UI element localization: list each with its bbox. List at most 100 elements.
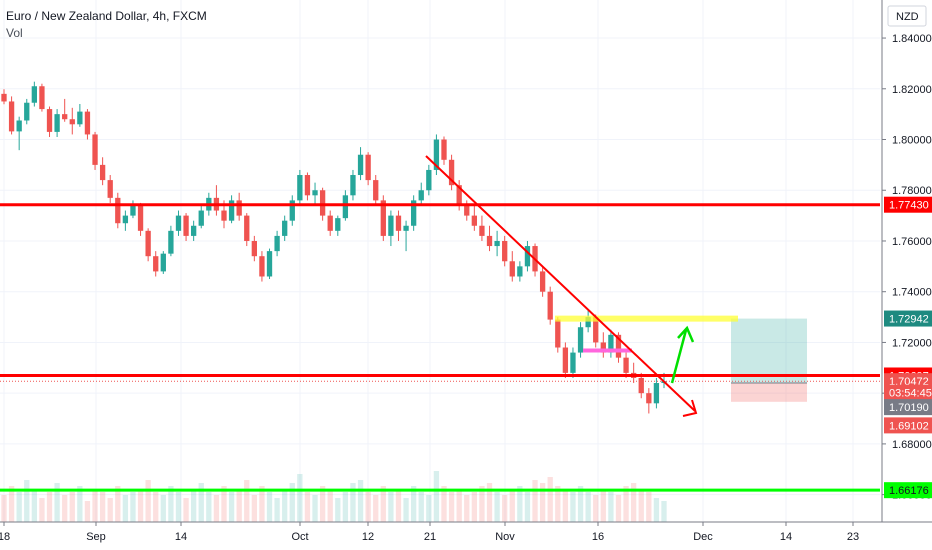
candle-body [570, 352, 576, 373]
candle-body [615, 334, 622, 358]
candle-body [494, 240, 500, 247]
red-arrow-head [682, 399, 698, 417]
volume-bar [77, 486, 83, 522]
candle-body [84, 111, 91, 135]
volume-bar [160, 495, 166, 522]
candle-body [99, 164, 106, 181]
volume-bar [107, 498, 113, 522]
candle-body [54, 114, 60, 132]
volume-bar [84, 501, 91, 522]
volume-bar [46, 492, 53, 522]
volume-bar [403, 498, 409, 522]
volume-bar [92, 489, 98, 522]
candle-body [502, 240, 508, 262]
candle-body [433, 139, 440, 170]
candle-body [653, 383, 660, 404]
downtrend-line[interactable] [425, 155, 696, 412]
candle-body [539, 271, 546, 292]
volume-bar [145, 480, 151, 522]
volume-bar [327, 489, 333, 522]
candle-body [312, 190, 318, 196]
currency-badge[interactable] [887, 5, 927, 27]
candle-body [251, 240, 257, 257]
candle-body [638, 377, 644, 394]
price-tag-label: 1.77430 [889, 200, 929, 212]
candle-body [259, 256, 265, 277]
y-tick-label: 1.78000 [892, 185, 932, 197]
volume-bar [168, 486, 174, 522]
candle-body [426, 169, 432, 191]
volume-bar [62, 495, 68, 522]
volume-bar [54, 483, 60, 522]
candle-body [593, 317, 599, 343]
volume-bar [228, 492, 235, 522]
candle-body [183, 215, 189, 236]
x-tick-label: Oct [291, 531, 308, 543]
candle-body [577, 327, 584, 353]
volume-bar [600, 489, 606, 522]
candle-body [471, 215, 477, 226]
candle-body [115, 197, 121, 224]
volume-bar [456, 489, 462, 522]
price-tag-label: 03:54:45 [889, 388, 932, 400]
volume-bar [350, 483, 356, 522]
volume-bar [577, 486, 584, 522]
x-tick-label: 14 [780, 531, 792, 543]
price-axis[interactable] [882, 0, 932, 550]
currency-label: NZD [896, 11, 919, 23]
candle-body [191, 225, 197, 236]
volume-bar [395, 489, 402, 522]
volume-bar [183, 498, 189, 522]
candle-body [319, 190, 326, 216]
price-tag [884, 399, 932, 416]
candle-body [198, 210, 204, 226]
volume-bar [130, 492, 136, 522]
candle-body [380, 200, 386, 236]
volume-bar [259, 486, 265, 522]
candle-body [168, 230, 174, 254]
candle-body [304, 175, 311, 196]
y-tick-label: 1.72000 [892, 337, 932, 349]
candle-body [8, 101, 15, 132]
y-tick-label: 1.74000 [892, 287, 932, 299]
volume-bar [137, 489, 144, 522]
price-tag-label: 1.70190 [889, 402, 929, 414]
candle-body [509, 261, 515, 277]
x-tick-label: Dec [693, 531, 713, 543]
candle-body [16, 120, 22, 132]
volume-bar [373, 495, 379, 522]
volume-bar [115, 486, 121, 522]
green-arrow-line[interactable] [670, 329, 688, 384]
x-tick-label: 14 [175, 531, 187, 543]
volume-bar [471, 492, 477, 522]
candle-body [282, 220, 288, 236]
candle-body [365, 154, 371, 181]
volume-bar [175, 492, 182, 522]
candle-body [562, 347, 569, 373]
volume-bar [282, 489, 288, 522]
candle-body [486, 235, 493, 247]
volume-label: Vol [6, 26, 23, 40]
chart-legend: Euro / New Zealand Dollar, 4h, FXCM Vol [6, 8, 207, 42]
candle-body [130, 205, 136, 216]
volume-bar [411, 486, 417, 522]
volume-bar [297, 474, 303, 522]
candle-body [357, 154, 364, 176]
volume-bar [153, 492, 159, 522]
volume-bar [39, 498, 45, 522]
price-tag [884, 384, 932, 401]
candle-body [517, 266, 523, 277]
candle-body [160, 253, 166, 272]
candle-body [623, 357, 629, 373]
volume-bar [555, 486, 561, 522]
candle-body [479, 225, 485, 236]
price-tag [884, 417, 932, 434]
volume-bar [1, 495, 7, 522]
volume-bar [122, 495, 129, 522]
candle-body [456, 185, 462, 206]
green-arrow-head [677, 325, 695, 343]
candle-body [646, 393, 652, 404]
volume-bar [342, 492, 349, 522]
candle-body [31, 86, 37, 103]
